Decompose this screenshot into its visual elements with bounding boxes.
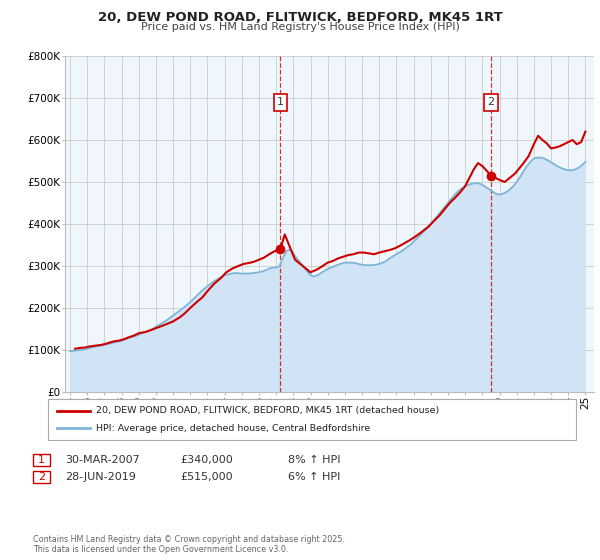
Text: 1: 1 <box>277 97 284 107</box>
Text: 2: 2 <box>38 472 45 482</box>
Text: HPI: Average price, detached house, Central Bedfordshire: HPI: Average price, detached house, Cent… <box>96 424 370 433</box>
Text: 20, DEW POND ROAD, FLITWICK, BEDFORD, MK45 1RT (detached house): 20, DEW POND ROAD, FLITWICK, BEDFORD, MK… <box>96 406 439 415</box>
Text: 28-JUN-2019: 28-JUN-2019 <box>65 472 136 482</box>
Text: 20, DEW POND ROAD, FLITWICK, BEDFORD, MK45 1RT: 20, DEW POND ROAD, FLITWICK, BEDFORD, MK… <box>98 11 502 24</box>
Text: 6% ↑ HPI: 6% ↑ HPI <box>288 472 340 482</box>
Text: 1: 1 <box>38 455 45 465</box>
Text: £340,000: £340,000 <box>180 455 233 465</box>
Text: 8% ↑ HPI: 8% ↑ HPI <box>288 455 341 465</box>
Text: Contains HM Land Registry data © Crown copyright and database right 2025.
This d: Contains HM Land Registry data © Crown c… <box>33 535 345 554</box>
Text: 2: 2 <box>487 97 494 107</box>
Text: Price paid vs. HM Land Registry's House Price Index (HPI): Price paid vs. HM Land Registry's House … <box>140 22 460 32</box>
Text: 30-MAR-2007: 30-MAR-2007 <box>65 455 140 465</box>
Text: £515,000: £515,000 <box>180 472 233 482</box>
